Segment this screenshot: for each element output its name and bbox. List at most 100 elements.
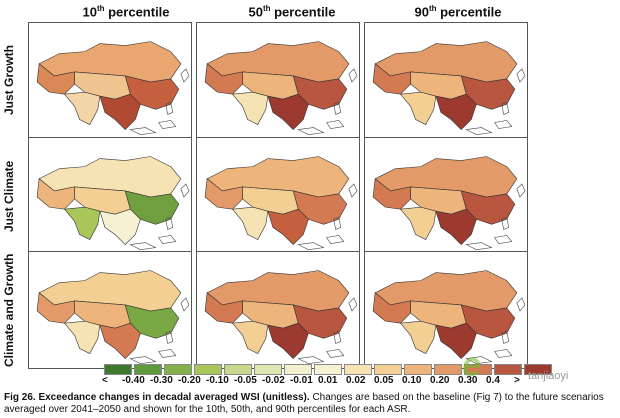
legend-swatch: [494, 364, 522, 375]
map-region: [399, 206, 437, 240]
island-outline: [348, 297, 358, 312]
map-region: [204, 178, 243, 210]
legend-swatch: [194, 364, 222, 375]
island-outline: [501, 216, 510, 230]
map-region: [99, 93, 141, 131]
legend-label: 0.4: [486, 375, 500, 386]
island-outline: [165, 330, 174, 344]
island-outline: [348, 183, 358, 198]
island-outline: [465, 356, 493, 364]
map-panel: [364, 137, 528, 255]
island-outline: [516, 183, 526, 198]
island-outline: [465, 242, 493, 250]
island-outline: [326, 120, 345, 129]
column-header-50th: 50th percentile: [248, 4, 336, 20]
map-region: [231, 91, 269, 125]
column-header-10th: 10th percentile: [82, 4, 170, 20]
map-region: [435, 322, 477, 360]
map-region: [372, 63, 411, 95]
legend-label: -0.05: [234, 375, 257, 386]
island-outline: [326, 235, 345, 244]
island-outline: [333, 101, 342, 115]
legend-swatch: [344, 364, 372, 375]
map-panel: [196, 137, 360, 255]
legend-label: 0.30: [458, 375, 478, 386]
caption-body: Changes are based on the baseline (Fig 7…: [4, 392, 604, 415]
figure-caption: Fig 26. Exceedance changes in decadal av…: [4, 392, 616, 416]
island-outline: [494, 120, 513, 129]
map-region: [372, 178, 411, 210]
map-region: [267, 93, 309, 131]
island-outline: [465, 127, 493, 135]
watermark-logo: e: [462, 346, 481, 384]
map-panel: [28, 251, 192, 369]
map-region: [63, 206, 101, 240]
asia-map-svg: [36, 41, 190, 135]
legend-swatch: [404, 364, 432, 375]
island-outline: [180, 68, 190, 83]
legend-swatch: [134, 364, 162, 375]
map-region: [204, 63, 243, 95]
asia-map-svg: [372, 270, 526, 364]
map-region: [36, 178, 75, 210]
map-region: [435, 93, 477, 131]
island-outline: [501, 101, 510, 115]
asia-map-svg: [204, 41, 358, 135]
legend-label: -0.30: [150, 375, 173, 386]
legend-label: -0.01: [290, 375, 313, 386]
map-panel: [28, 22, 192, 140]
island-outline: [297, 356, 325, 364]
legend-swatch: [524, 364, 552, 375]
map-region: [231, 320, 269, 354]
island-outline: [501, 330, 510, 344]
map-region: [231, 206, 269, 240]
island-outline: [333, 330, 342, 344]
legend-label: 0.02: [346, 375, 366, 386]
map-region: [63, 320, 101, 354]
map-region: [204, 292, 243, 324]
island-outline: [516, 68, 526, 83]
row-label-just-climate: Just Climate: [2, 160, 16, 232]
row-label-just-growth: Just Growth: [2, 45, 16, 116]
legend-label: 0.20: [430, 375, 450, 386]
island-outline: [180, 297, 190, 312]
column-header-90th: 90th percentile: [414, 4, 502, 20]
legend-swatch: [314, 364, 342, 375]
legend-label: 0.05: [374, 375, 394, 386]
legend-swatch: [434, 364, 462, 375]
legend-swatch: [164, 364, 192, 375]
asia-map-svg: [36, 156, 190, 250]
island-outline: [158, 235, 177, 244]
map-region: [399, 91, 437, 125]
caption-title: Fig 26. Exceedance changes in decadal av…: [4, 392, 310, 403]
legend-label: -0.40: [122, 375, 145, 386]
row-label-climate-and-growth: Climate and Growth: [2, 253, 16, 367]
asia-map-svg: [372, 41, 526, 135]
map-panel: [364, 251, 528, 369]
asia-map-svg: [36, 270, 190, 364]
legend-swatch: [464, 364, 492, 375]
island-outline: [348, 68, 358, 83]
island-outline: [158, 349, 177, 358]
asia-map-svg: [204, 156, 358, 250]
legend-swatch: [284, 364, 312, 375]
watermark-text: tanjiaoyi: [528, 370, 569, 382]
map-panel: [196, 22, 360, 140]
island-outline: [516, 297, 526, 312]
map-region: [99, 322, 141, 360]
map-region: [63, 91, 101, 125]
map-panel: [28, 137, 192, 255]
legend-color-bar: [104, 364, 554, 375]
legend-swatch: [254, 364, 282, 375]
island-outline: [158, 120, 177, 129]
island-outline: [326, 349, 345, 358]
island-outline: [297, 127, 325, 135]
map-panel: [364, 22, 528, 140]
island-outline: [129, 242, 157, 250]
asia-map-svg: [204, 270, 358, 364]
island-outline: [297, 242, 325, 250]
map-panel: [196, 251, 360, 369]
island-outline: [180, 183, 190, 198]
island-outline: [494, 349, 513, 358]
island-outline: [494, 235, 513, 244]
